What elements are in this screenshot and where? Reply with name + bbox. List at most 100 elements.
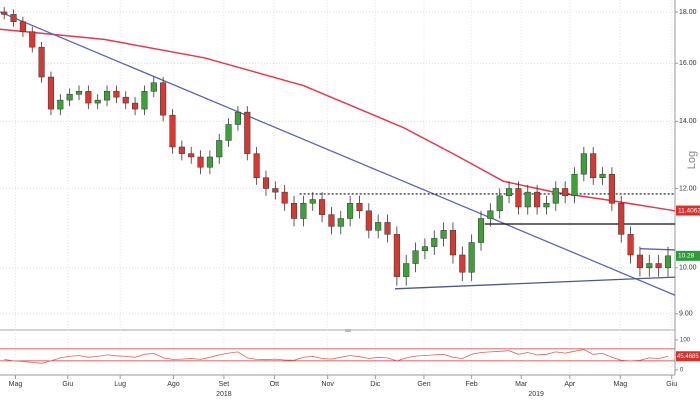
candle-body <box>440 230 447 239</box>
year-label: 2018 <box>216 391 232 398</box>
rsi-line <box>4 349 669 364</box>
rsi-marker <box>676 351 700 362</box>
x-tick-label: Ott <box>270 381 279 388</box>
candle-body <box>515 188 522 208</box>
y-tick-label: 18.00 <box>679 9 697 16</box>
x-tick-label: Lug <box>114 381 126 388</box>
candle-body <box>122 96 129 104</box>
candle-body <box>85 91 92 104</box>
candle-body <box>468 242 475 273</box>
x-tick-label: Giu <box>666 381 677 388</box>
candle-body <box>262 177 270 189</box>
candle-body <box>524 191 531 208</box>
candle-body <box>477 218 485 243</box>
trendline <box>639 248 676 251</box>
y-tick-label: 16.00 <box>679 60 697 67</box>
candle-body <box>487 210 494 219</box>
candle-body <box>160 82 167 116</box>
candle-body <box>328 214 335 227</box>
candle-body <box>664 255 672 269</box>
year-label: 2019 <box>528 391 544 398</box>
x-tick-label: Mag <box>613 381 627 388</box>
candle-body <box>38 46 45 78</box>
candle-body <box>562 188 569 197</box>
candle-body <box>300 202 307 219</box>
candle-body <box>384 222 391 235</box>
candle-body <box>599 173 606 178</box>
candle-body <box>178 146 185 154</box>
candle-body <box>459 254 466 273</box>
candle-body <box>188 153 195 158</box>
candle-body <box>431 238 438 247</box>
candle-body <box>421 246 428 252</box>
candle-body <box>253 153 260 178</box>
x-tick-label: Set <box>219 381 230 388</box>
x-tick-label: Mar <box>515 381 528 388</box>
candle-body <box>590 153 597 178</box>
candle-body <box>319 199 326 215</box>
y-tick-label: 9.00 <box>679 311 693 318</box>
y-tick-label: 10.00 <box>679 265 697 272</box>
candle-body <box>393 234 400 277</box>
candle-body <box>608 173 615 204</box>
candle-body <box>57 99 64 110</box>
y-axis-label: Log <box>686 151 698 169</box>
price-marker-label: 10.28 <box>678 253 695 260</box>
x-tick-label: Nov <box>321 381 334 388</box>
candle-body <box>94 99 101 104</box>
candle-body <box>206 156 213 168</box>
candle-body <box>571 173 578 197</box>
x-tick-label: Giu <box>62 381 73 388</box>
candle-body <box>281 191 288 204</box>
y-tick-label: 12.00 <box>679 185 697 192</box>
x-tick-label: Gen <box>417 381 430 388</box>
candle-body <box>347 202 354 219</box>
candle-body <box>150 82 157 92</box>
candle-body <box>244 111 251 154</box>
x-tick-label: Apr <box>564 381 576 388</box>
candle-body <box>543 202 550 208</box>
price-marker <box>676 205 700 216</box>
rsi-tick-label: 100 <box>680 337 691 343</box>
x-tick-label: Dic <box>370 381 381 388</box>
candle-body <box>197 156 204 168</box>
panel-handle <box>345 329 351 332</box>
candle-body <box>375 222 382 231</box>
candle-body <box>534 191 541 208</box>
candle-body <box>552 188 559 204</box>
trendline <box>0 11 676 296</box>
rsi-tick-label: 0 <box>680 367 684 373</box>
candle-body <box>113 91 120 98</box>
candle-body <box>1 11 8 15</box>
candle-body <box>216 140 223 158</box>
candle-body <box>169 114 176 148</box>
candle-body <box>646 263 653 269</box>
x-tick-label: Feb <box>466 381 478 388</box>
candle-body <box>655 263 662 269</box>
x-tick-label: Ago <box>167 381 180 388</box>
candle-body <box>365 210 372 231</box>
candle-body <box>356 202 363 212</box>
candle-body <box>580 153 587 175</box>
x-tick-label: Mag <box>9 381 23 388</box>
candle-body <box>225 124 232 141</box>
candle-body <box>636 254 643 269</box>
candle-body <box>29 31 36 48</box>
candle-body <box>449 230 457 256</box>
candle-body <box>412 250 419 264</box>
candle-body <box>506 188 513 197</box>
price-marker-label: 11.4063 <box>678 207 700 214</box>
candle-body <box>75 91 83 95</box>
candle-body <box>141 91 148 110</box>
rsi-marker-label: 45.4685 <box>677 354 699 360</box>
price-marker <box>676 250 700 261</box>
candle-body <box>19 21 26 32</box>
candle-body <box>234 111 241 125</box>
candle-body <box>627 234 634 256</box>
candle-body <box>272 188 279 193</box>
candle-body <box>47 76 55 110</box>
candle-body <box>103 91 111 101</box>
candle-body <box>403 263 410 277</box>
candle-body <box>290 202 298 219</box>
